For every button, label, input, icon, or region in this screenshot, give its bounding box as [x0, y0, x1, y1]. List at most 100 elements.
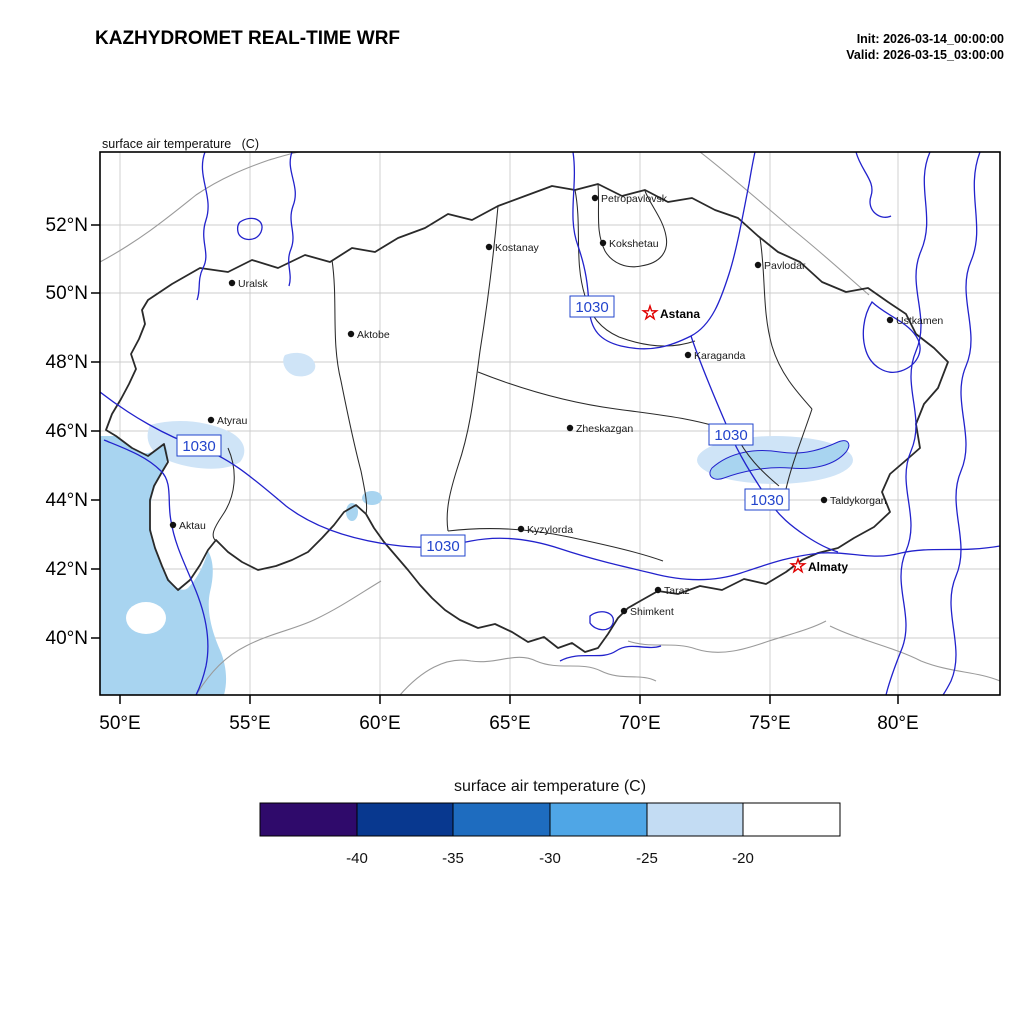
- isobar-label: 1030: [420, 534, 466, 557]
- city-marker: Kokshetau: [599, 238, 659, 250]
- water-bodies: [100, 436, 850, 695]
- lon-tick-label: 75°E: [749, 713, 790, 734]
- border-uzbekistan-south: [399, 656, 657, 695]
- city-marker: Zheskazgan: [566, 423, 633, 435]
- city-label: Atyrau: [217, 415, 248, 427]
- city-dot: [599, 239, 607, 247]
- isobar-contour: [572, 152, 756, 350]
- colorbar-segment: [549, 802, 648, 837]
- city-label: Uralsk: [238, 278, 269, 290]
- isobar-label-box: [569, 295, 615, 318]
- lat-tick-label: 42°N: [46, 559, 88, 580]
- kazakhstan-border: [105, 183, 949, 653]
- isobar-contour: [196, 152, 209, 301]
- lat-tick-label: 46°N: [46, 421, 88, 442]
- isobar-label: 1030: [176, 434, 222, 457]
- lon-tick-label: 70°E: [619, 713, 660, 734]
- valid-time: Valid: 2026-03-15_03:00:00: [846, 48, 1004, 62]
- lat-tick-label: 52°N: [46, 215, 88, 236]
- city-label: Pavlodar: [764, 260, 806, 272]
- oblast-border: [212, 447, 235, 542]
- city-marker: Pavlodar: [754, 260, 806, 272]
- colorbar-tick-label: -30: [539, 850, 561, 867]
- capital-label: Astana: [660, 307, 700, 321]
- isobar-label-text: 1030: [426, 538, 459, 555]
- city-dot: [517, 525, 525, 533]
- capital-marker-almaty: Almaty: [790, 558, 848, 574]
- isobar-label-box: [708, 423, 754, 446]
- city-marker: Uralsk: [228, 278, 269, 290]
- city-label: Taldykorgan: [830, 495, 887, 507]
- city-label: Ustkamen: [896, 315, 943, 327]
- oblast-border: [477, 371, 736, 434]
- isobar-contour: [103, 439, 209, 695]
- isobar-contour: [288, 152, 296, 287]
- isobar-label: 1030: [569, 295, 615, 318]
- lon-tick-label: 50°E: [99, 713, 140, 734]
- colorbar-segment: [646, 802, 744, 837]
- city-label: Petropavlovsk: [601, 193, 668, 205]
- kazakhstan-outline: [105, 183, 949, 653]
- city-label: Aktobe: [357, 329, 390, 341]
- colorbar-segment: [356, 802, 454, 837]
- page-title: KAZHYDROMET REAL-TIME WRF: [95, 28, 401, 49]
- lat-tick-label: 50°N: [46, 283, 88, 304]
- isobar-contour: [589, 611, 614, 631]
- model-run-times: Init: 2026-03-14_00:00:00 Valid: 2026-03…: [846, 31, 1004, 63]
- city-marker: Aktobe: [347, 329, 390, 341]
- oblast-border: [447, 528, 664, 562]
- colorbar-tick-label: -35: [442, 850, 464, 867]
- city-marker: Atyrau: [207, 415, 248, 427]
- city-dot: [485, 243, 493, 251]
- city-marker: Taraz: [654, 585, 690, 597]
- city-dot: [620, 607, 628, 615]
- city-dot: [228, 279, 236, 287]
- city-label: Aktau: [179, 520, 206, 532]
- colorbar-tick-label: -40: [346, 850, 368, 867]
- border-turkmenistan: [195, 580, 382, 695]
- city-marker: Shimkent: [620, 606, 674, 618]
- city-label: Kyzylorda: [527, 524, 573, 536]
- lake-balkhash: [709, 440, 850, 480]
- city-label: Karaganda: [694, 350, 746, 362]
- lat-axis-labels: 52°N 50°N 48°N 46°N 44°N 42°N 40°N: [46, 215, 88, 649]
- city-marker: Ustkamen: [886, 315, 943, 327]
- colorbar: surface air temperature (C) -40 -35 -30 …: [259, 778, 841, 867]
- oblast-border: [331, 259, 368, 515]
- city-dot: [591, 194, 599, 202]
- city-marker: Kyzylorda: [517, 524, 573, 536]
- isobar-value-labels: 1030 1030 1030 1030 1030: [176, 295, 790, 557]
- city-label: Kokshetau: [609, 238, 659, 250]
- aral-sea-west: [346, 503, 358, 521]
- colorbar-title: surface air temperature (C): [454, 778, 646, 795]
- capital-label: Almaty: [808, 560, 848, 574]
- field-label-temperature: surface air temperature (C): [102, 137, 259, 151]
- oblast-border: [759, 237, 813, 410]
- city-label: Zheskazgan: [576, 423, 633, 435]
- city-dot: [684, 351, 692, 359]
- border-china-south: [829, 625, 1000, 682]
- isobar-contour: [559, 645, 662, 662]
- isobar-label-text: 1030: [750, 492, 783, 509]
- city-dot: [347, 330, 355, 338]
- colorbar-tick-label: -20: [732, 850, 754, 867]
- border-russia-east: [699, 152, 870, 296]
- axis-ticks: [91, 224, 899, 704]
- graticule-lines: [100, 152, 1000, 695]
- city-label: Kostanay: [495, 242, 540, 254]
- lon-tick-label: 55°E: [229, 713, 270, 734]
- oblast-border: [446, 205, 499, 532]
- isobar-label-box: [176, 434, 222, 457]
- city-dot: [207, 416, 215, 424]
- isobar-label: 1030: [744, 488, 790, 511]
- lat-tick-label: 44°N: [46, 490, 88, 511]
- isobar-contour: [885, 152, 931, 695]
- map-frame: [99, 151, 1001, 696]
- capital-markers: Astana Almaty: [642, 305, 848, 574]
- colorbar-segment: [259, 802, 358, 837]
- isobar-label-box: [420, 534, 466, 557]
- lat-tick-label: 40°N: [46, 628, 88, 649]
- city-markers: Petropavlovsk Kostanay Kokshetau Pavloda…: [169, 193, 943, 618]
